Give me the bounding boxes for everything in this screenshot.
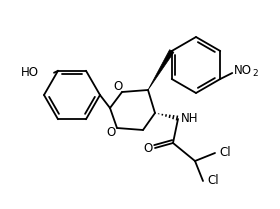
Text: O: O xyxy=(143,143,153,155)
Text: 2: 2 xyxy=(252,70,258,79)
Polygon shape xyxy=(148,50,174,90)
Text: HO: HO xyxy=(21,66,39,79)
Text: O: O xyxy=(113,80,123,93)
Text: NH: NH xyxy=(181,111,199,125)
Text: Cl: Cl xyxy=(207,175,219,187)
Text: NO: NO xyxy=(234,65,252,78)
Text: O: O xyxy=(106,126,116,139)
Text: Cl: Cl xyxy=(219,147,231,159)
